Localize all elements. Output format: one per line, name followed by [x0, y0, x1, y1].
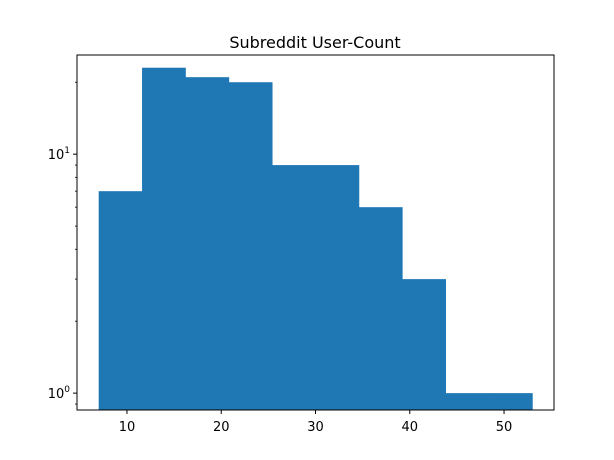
x-tick-label: 10 — [119, 420, 136, 435]
y-axis: 100 101 — [48, 81, 77, 405]
histogram-bar-10 — [488, 393, 533, 410]
histogram-bar-2 — [142, 67, 186, 410]
histogram-bar-7 — [358, 207, 403, 410]
histogram-bar-1 — [98, 191, 143, 410]
histogram-bar-3 — [185, 77, 230, 411]
bars-group — [98, 67, 533, 411]
x-tick-label: 50 — [496, 420, 513, 435]
histogram-bar-8 — [402, 279, 446, 410]
x-axis: 10 20 30 40 50 — [119, 410, 513, 435]
histogram-bar-9 — [445, 393, 490, 410]
histogram-bar-5 — [272, 165, 316, 410]
chart-title: Subreddit User-Count — [229, 33, 400, 52]
y-tick-label: 101 — [48, 146, 70, 163]
x-tick-label: 40 — [401, 420, 418, 435]
histogram-bar-6 — [315, 165, 360, 410]
y-tick-label: 100 — [48, 385, 71, 402]
x-tick-label: 30 — [307, 420, 324, 435]
x-tick-label: 20 — [213, 420, 230, 435]
histogram-bar-4 — [228, 82, 273, 410]
